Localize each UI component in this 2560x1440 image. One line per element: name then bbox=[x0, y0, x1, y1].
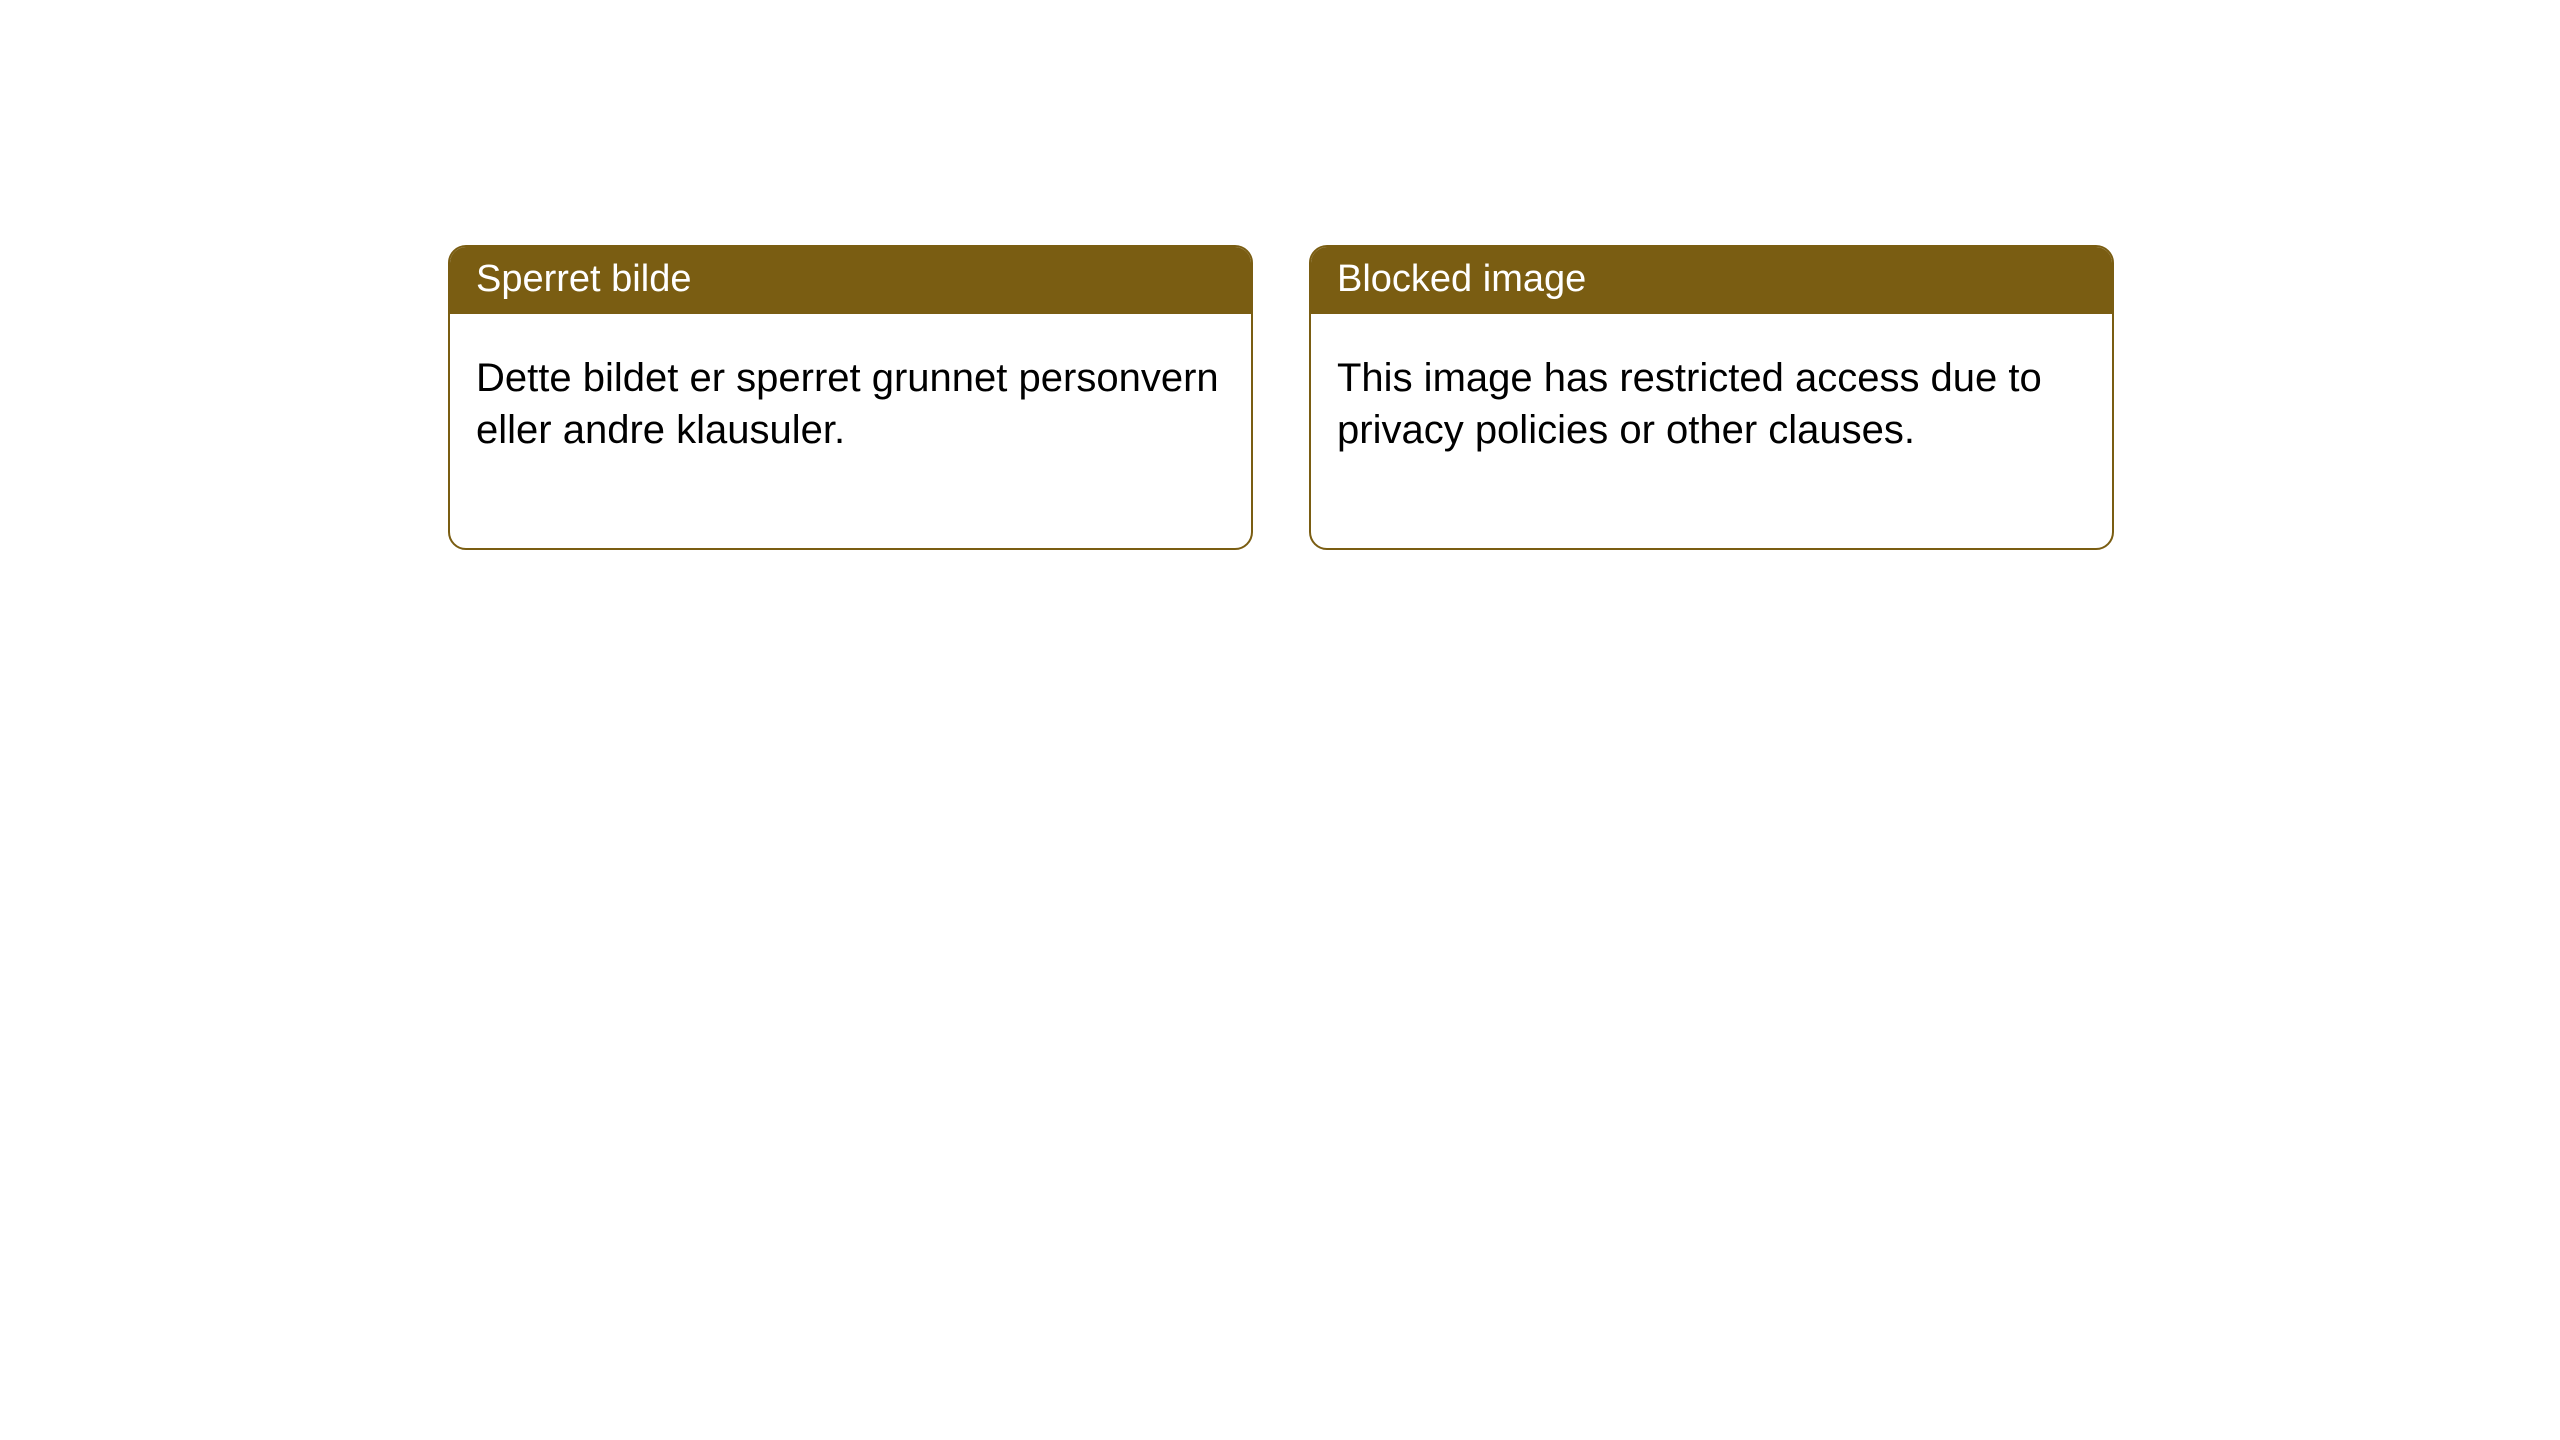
notice-body-en: This image has restricted access due to … bbox=[1311, 314, 2112, 548]
notice-container: Sperret bilde Dette bildet er sperret gr… bbox=[448, 245, 2114, 550]
notice-title-no: Sperret bilde bbox=[450, 247, 1251, 314]
notice-title-en: Blocked image bbox=[1311, 247, 2112, 314]
notice-card-en: Blocked image This image has restricted … bbox=[1309, 245, 2114, 550]
notice-card-no: Sperret bilde Dette bildet er sperret gr… bbox=[448, 245, 1253, 550]
notice-body-no: Dette bildet er sperret grunnet personve… bbox=[450, 314, 1251, 548]
